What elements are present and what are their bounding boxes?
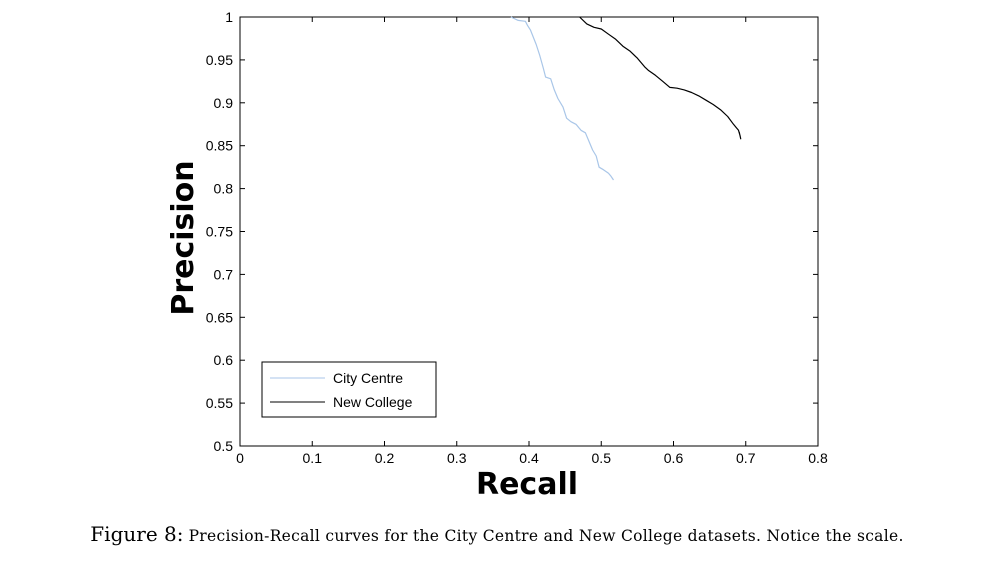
series-layer [510, 16, 742, 181]
x-tick-label: 0.1 [303, 450, 323, 466]
y-tick-label: 1 [225, 9, 233, 25]
y-axis: 0.5 0.55 0.6 0.65 0.7 0.75 0.8 0.85 0.9 0.95 1 [206, 9, 818, 454]
legend-label-new-college: New College [333, 394, 413, 410]
x-tick-label: 0.5 [592, 450, 612, 466]
y-tick-label: 0.6 [214, 352, 234, 368]
caption-label: Figure 8: [90, 522, 184, 546]
y-tick-label: 0.7 [214, 266, 234, 282]
x-axis-label: Recall [476, 467, 578, 502]
legend: City Centre New College [261, 361, 437, 418]
x-tick-label: 0.4 [519, 450, 539, 466]
y-tick-label: 0.5 [214, 438, 234, 454]
y-tick-label: 0.65 [206, 309, 233, 325]
x-axis: 0 0.1 0.2 0.3 0.4 0.5 0.6 0.7 0.8 [236, 17, 828, 466]
series-line-city-centre [510, 16, 614, 181]
y-tick-label: 0.55 [206, 395, 233, 411]
y-tick-label: 0.8 [214, 181, 234, 197]
x-tick-label: 0 [236, 450, 244, 466]
y-tick-label: 0.75 [206, 224, 233, 240]
caption-text: Precision-Recall curves for the City Cen… [188, 527, 904, 545]
precision-recall-chart: 0 0.1 0.2 0.3 0.4 0.5 0.6 0.7 0.8 0.5 0.55 0.6 0.65… [166, 9, 828, 502]
y-tick-label: 0.95 [206, 52, 233, 68]
x-tick-label: 0.3 [447, 450, 467, 466]
y-tick-label: 0.85 [206, 138, 233, 154]
x-tick-label: 0.2 [375, 450, 395, 466]
x-tick-label: 0.7 [736, 450, 756, 466]
y-tick-label: 0.9 [214, 95, 234, 111]
x-tick-label: 0.8 [808, 450, 828, 466]
figure-caption: Figure 8: Precision-Recall curves for th… [0, 522, 994, 546]
legend-label-city-centre: City Centre [333, 370, 403, 386]
x-tick-label: 0.6 [664, 450, 684, 466]
series-line-new-college [579, 16, 742, 140]
legend-box [261, 361, 437, 418]
y-axis-label: Precision [166, 160, 201, 315]
